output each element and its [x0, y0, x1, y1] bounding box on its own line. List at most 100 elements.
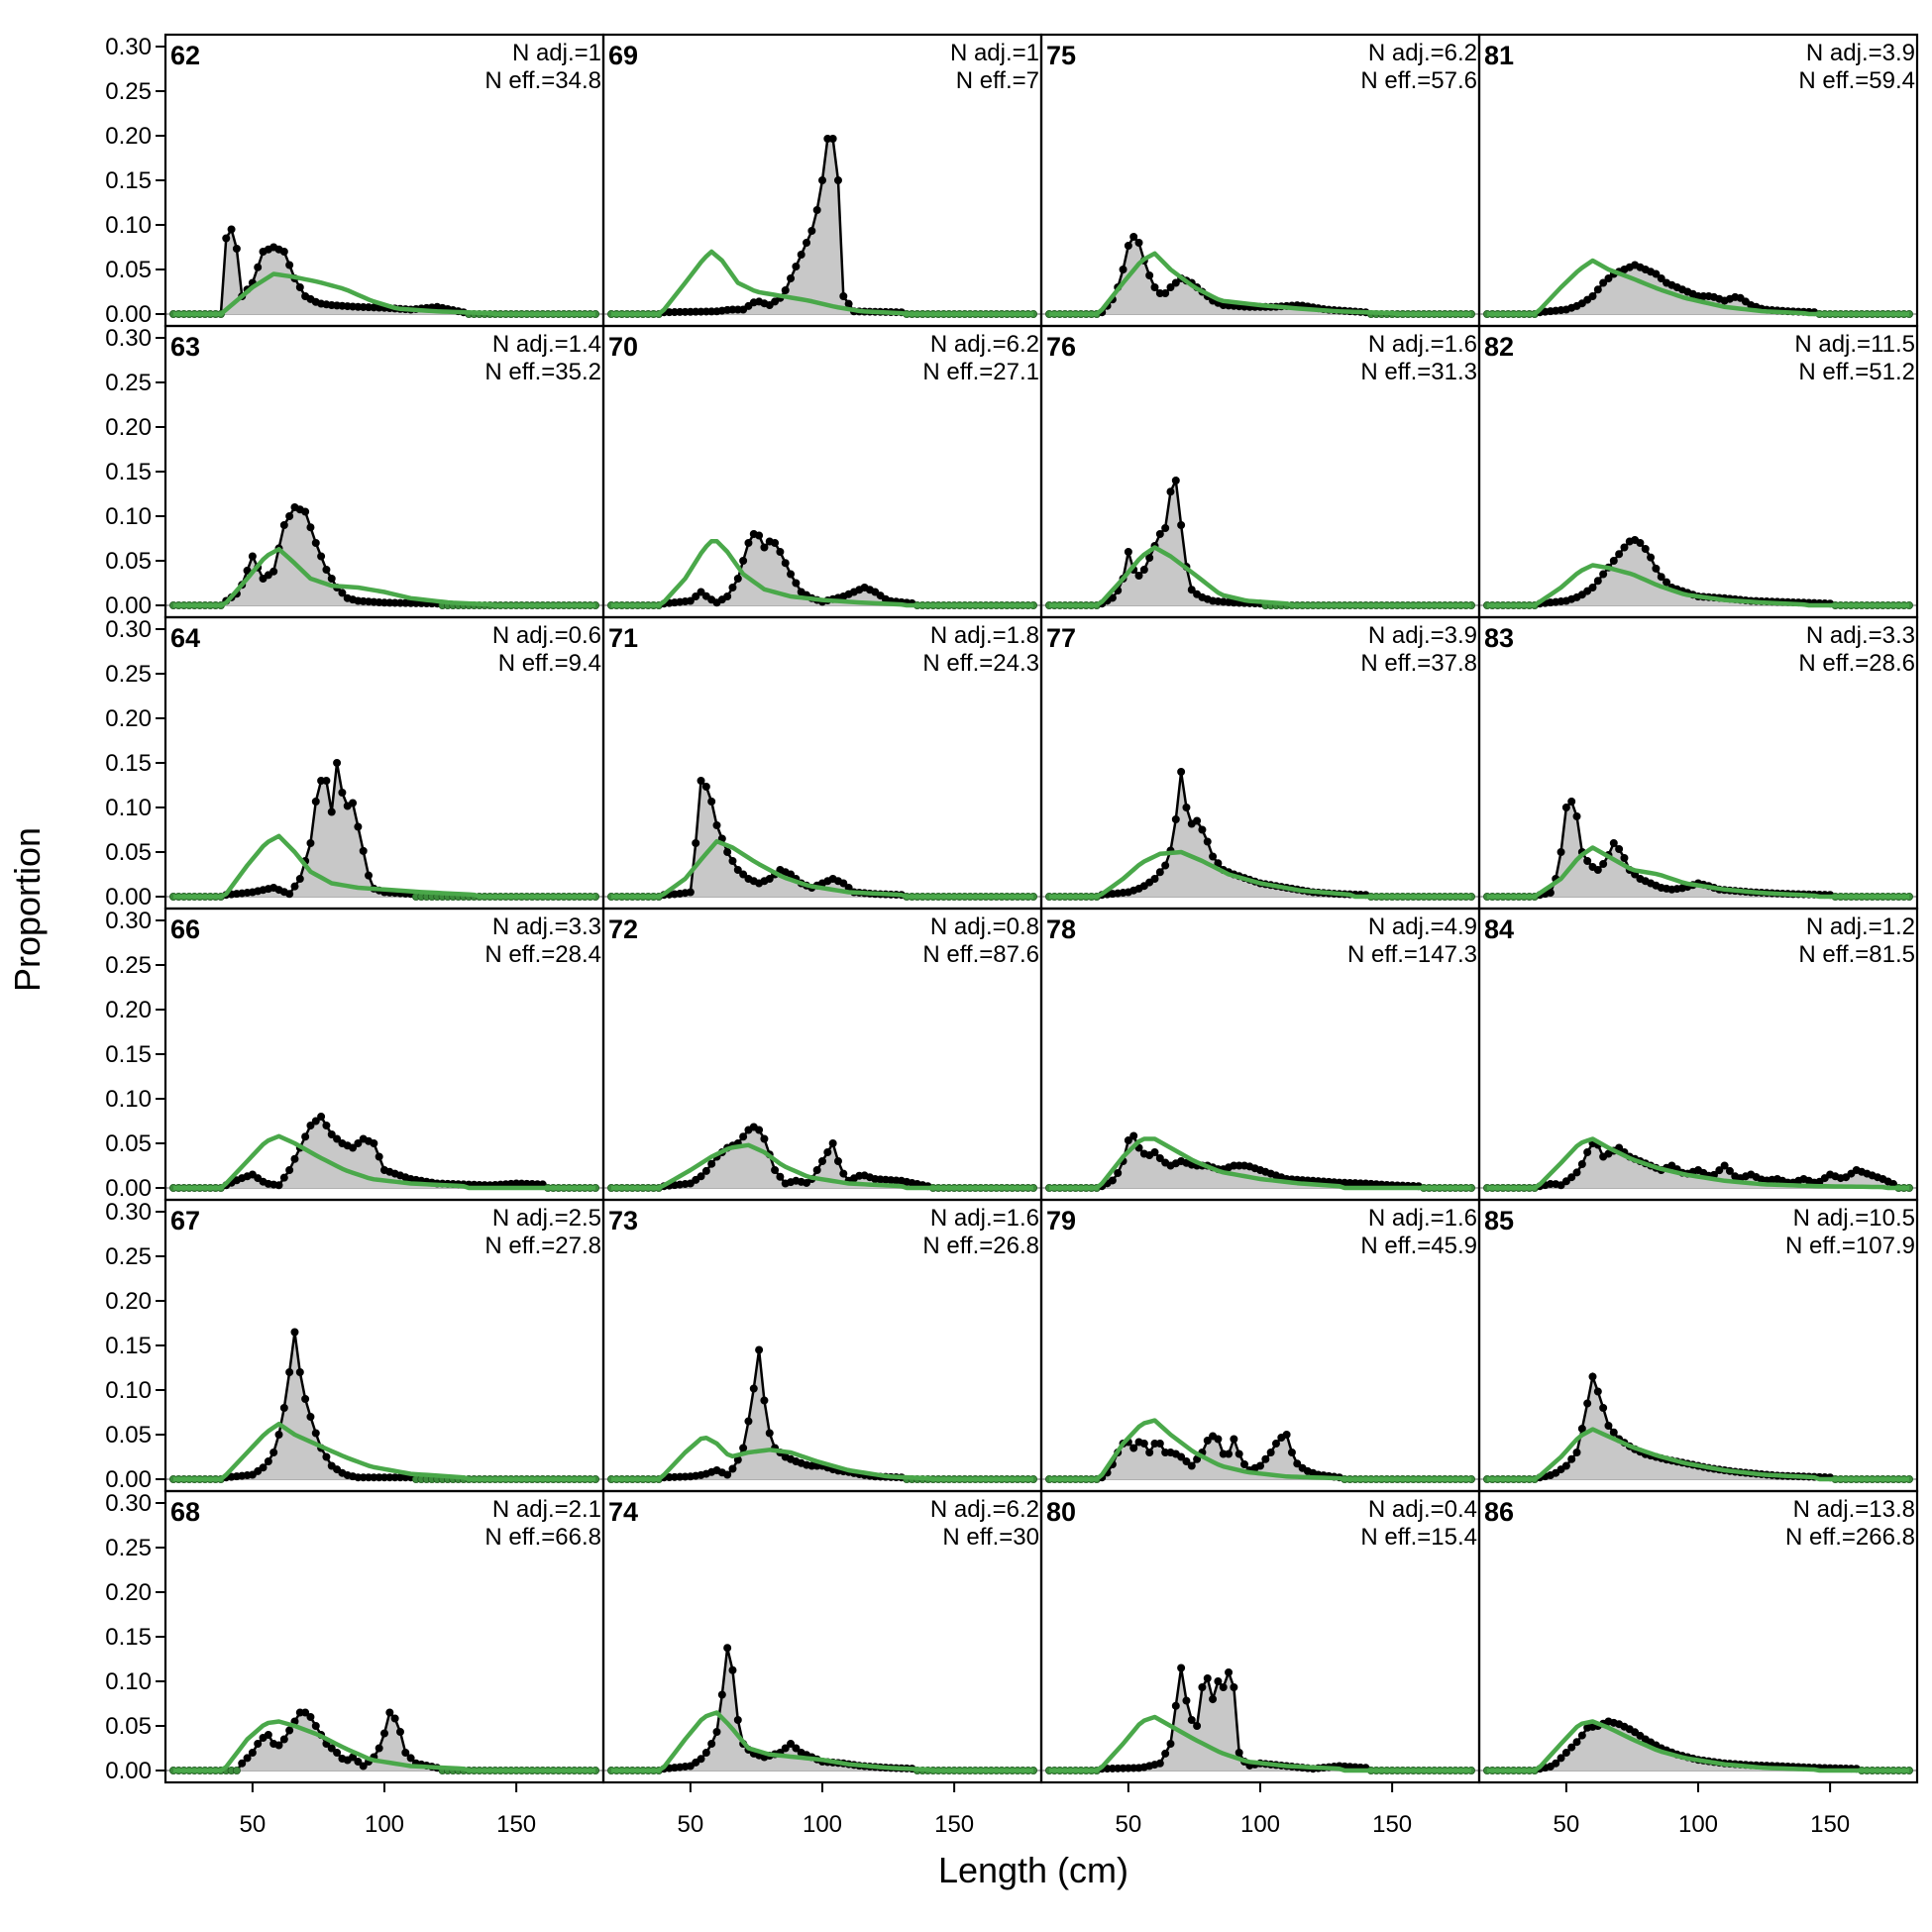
observed-point [285, 261, 294, 269]
x-tick-label: 150 [1810, 1811, 1850, 1838]
observed-point [327, 575, 336, 584]
observed-line [173, 1332, 595, 1481]
observed-point [776, 1172, 785, 1181]
observed-point [1588, 584, 1597, 592]
observed-point [692, 839, 700, 848]
x-tick-label: 100 [803, 1811, 842, 1838]
observed-point [787, 273, 796, 282]
observed-point [828, 134, 837, 143]
n-eff-label: N eff.=81.5 [1798, 941, 1915, 968]
panel-label: 68 [170, 1497, 200, 1527]
y-tick-label: 0.00 [105, 592, 152, 619]
expected-line [611, 1142, 1033, 1191]
x-tick-label: 150 [934, 1811, 974, 1838]
observed-point [1177, 521, 1186, 530]
expected-line [173, 547, 595, 608]
observed-point [1230, 1683, 1238, 1692]
y-tick-label: 0.30 [105, 1199, 152, 1226]
observed-point [707, 1740, 716, 1749]
observed-point [697, 1755, 705, 1764]
observed-point [776, 548, 785, 557]
y-tick-label: 0.20 [105, 414, 152, 441]
y-tick-label: 0.30 [105, 1490, 152, 1517]
observed-point [1150, 875, 1159, 884]
y-tick-label: 0.05 [105, 839, 152, 866]
observed-point [322, 566, 331, 575]
observed-point [739, 1444, 748, 1452]
panel-63: 63 N adj.=1.4N eff.=35.2 0.00 0.05 0.10 0.15 0… [105, 324, 605, 619]
panel-69: 69 N adj.=1N eff.=7 [601, 33, 1043, 328]
observed-area [1487, 802, 1909, 897]
panel-label: 70 [608, 332, 638, 362]
observed-point [1225, 1449, 1234, 1458]
observed-point [306, 523, 315, 532]
observed-point [828, 1139, 837, 1148]
observed-point [1182, 1457, 1191, 1466]
observed-point [686, 888, 695, 897]
observed-point [1214, 1677, 1223, 1686]
y-tick-label: 0.25 [105, 1243, 152, 1270]
observed-point [254, 1740, 263, 1749]
y-tick-label: 0.05 [105, 257, 152, 283]
observed-line [1049, 476, 1471, 607]
y-tick-label: 0.25 [105, 78, 152, 105]
y-tick-label: 0.05 [105, 1713, 152, 1740]
observed-point [1219, 1683, 1228, 1692]
panel-85: 85 N adj.=10.5N eff.=107.9 [1477, 1198, 1919, 1493]
observed-point [771, 539, 780, 548]
observed-point [1198, 1683, 1207, 1692]
observed-point [1620, 854, 1629, 863]
observed-point [306, 1413, 315, 1422]
observed-point [285, 1166, 294, 1175]
observed-point [1572, 1168, 1581, 1177]
n-adj-label: N adj.=1.6 [930, 1205, 1039, 1232]
observed-point [812, 205, 821, 214]
y-tick-label: 0.05 [105, 1422, 152, 1449]
observed-point [269, 1449, 278, 1457]
observed-point [728, 857, 737, 866]
observed-point [1609, 839, 1618, 848]
n-adj-label: N adj.=6.2 [1368, 40, 1477, 66]
observed-area [1487, 1721, 1909, 1771]
observed-area [173, 1332, 595, 1479]
observed-point [338, 589, 347, 597]
y-tick-label: 0.10 [105, 1668, 152, 1695]
n-adj-label: N adj.=0.6 [492, 622, 601, 649]
x-tick-label: 150 [496, 1811, 536, 1838]
n-eff-label: N eff.=34.8 [484, 67, 601, 94]
observed-point [1161, 524, 1170, 533]
observed-point [1161, 1749, 1170, 1758]
observed-point [1609, 557, 1618, 566]
observed-point [1652, 269, 1661, 278]
observed-point [243, 566, 252, 575]
observed-point [1604, 1422, 1613, 1431]
y-tick-label: 0.10 [105, 503, 152, 530]
y-tick-label: 0.25 [105, 1535, 152, 1561]
observed-point [839, 1169, 848, 1178]
n-eff-label: N eff.=57.6 [1360, 67, 1477, 94]
n-eff-label: N eff.=66.8 [484, 1524, 601, 1551]
observed-point [1599, 278, 1608, 287]
observed-point [1234, 1749, 1243, 1758]
panel-73: 73 N adj.=1.6N eff.=26.8 [601, 1198, 1043, 1493]
observed-point [839, 879, 848, 888]
observed-point [301, 1395, 310, 1404]
expected-line [611, 1435, 1033, 1482]
observed-point [728, 1665, 737, 1674]
y-tick-label: 0.25 [105, 661, 152, 688]
zero-point [232, 1767, 241, 1775]
observed-point [1177, 1664, 1186, 1672]
observed-point [1604, 273, 1613, 282]
y-tick-label: 0.20 [105, 997, 152, 1023]
y-tick-label: 0.20 [105, 705, 152, 732]
observed-point [1234, 1449, 1243, 1458]
observed-point [311, 1722, 320, 1731]
observed-point [1150, 282, 1159, 291]
observed-point [290, 1154, 299, 1163]
observed-point [370, 1139, 378, 1148]
expected-line [1049, 1714, 1471, 1773]
observed-point [1561, 804, 1570, 812]
observed-point [327, 1744, 336, 1753]
observed-point [1572, 812, 1581, 821]
n-adj-label: N adj.=1 [950, 40, 1039, 66]
